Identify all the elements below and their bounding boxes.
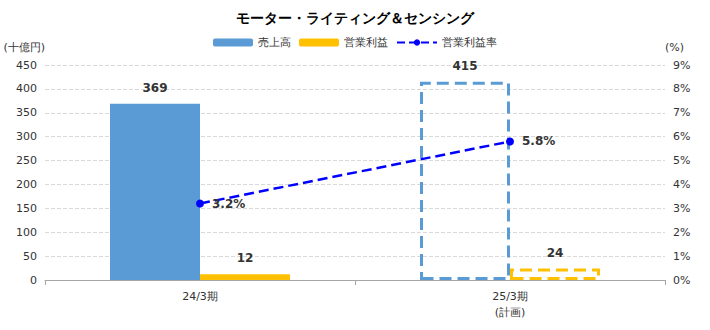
svg-text:売上高: 売上高	[258, 36, 291, 49]
svg-text:(十億円): (十億円)	[3, 41, 45, 54]
svg-text:350: 350	[16, 106, 37, 119]
svg-text:モーター・ライティング＆センシング: モーター・ライティング＆センシング	[236, 10, 475, 26]
svg-text:9%: 9%	[673, 59, 690, 72]
svg-text:369: 369	[142, 81, 167, 95]
svg-text:1%: 1%	[673, 250, 690, 263]
svg-text:250: 250	[16, 154, 37, 167]
svg-text:(計画): (計画)	[495, 306, 526, 319]
svg-text:450: 450	[16, 59, 37, 72]
svg-text:5.8%: 5.8%	[522, 134, 555, 148]
svg-text:0: 0	[30, 274, 37, 287]
svg-text:200: 200	[16, 178, 37, 191]
svg-text:5%: 5%	[673, 154, 690, 167]
svg-text:6%: 6%	[673, 130, 690, 143]
svg-text:4%: 4%	[673, 178, 690, 191]
svg-text:0%: 0%	[673, 274, 690, 287]
svg-text:100: 100	[16, 226, 37, 239]
svg-text:8%: 8%	[673, 82, 690, 95]
svg-text:7%: 7%	[673, 106, 690, 119]
svg-text:415: 415	[452, 59, 477, 73]
svg-text:営業利益率: 営業利益率	[442, 36, 497, 49]
svg-text:300: 300	[16, 130, 37, 143]
svg-text:25/3期: 25/3期	[492, 290, 528, 303]
svg-text:3.2%: 3.2%	[212, 197, 245, 211]
svg-text:24/3期: 24/3期	[182, 290, 218, 303]
svg-text:3%: 3%	[673, 202, 690, 215]
svg-text:24: 24	[547, 246, 564, 260]
svg-text:2%: 2%	[673, 226, 690, 239]
svg-text:12: 12	[237, 251, 254, 265]
svg-text:50: 50	[23, 250, 37, 263]
svg-text:営業利益: 営業利益	[344, 36, 388, 49]
svg-text:(%): (%)	[665, 41, 684, 54]
svg-text:150: 150	[16, 202, 37, 215]
svg-text:400: 400	[16, 82, 37, 95]
